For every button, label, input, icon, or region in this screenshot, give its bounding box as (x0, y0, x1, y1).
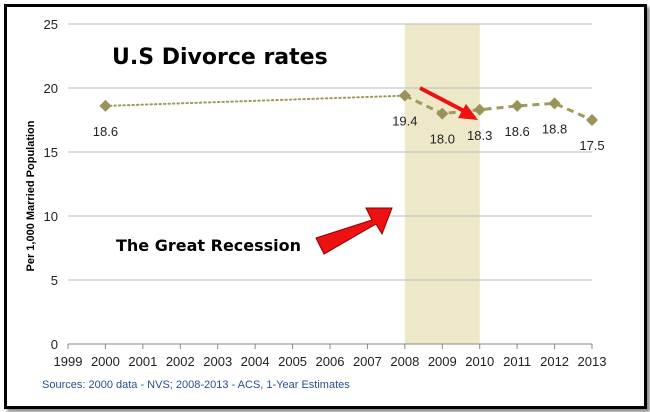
data-point-marker (99, 99, 112, 112)
x-tick-labels: 1999 2000 2001 2002 2003 2004 2005 2006 2007 2008… (54, 354, 607, 369)
series-lines (104, 94, 593, 122)
data-point-marker (548, 97, 561, 110)
series-line (104, 94, 406, 107)
data-point-marker (436, 107, 449, 120)
x-tick-label: 2008 (390, 354, 419, 369)
x-tick-label: 2010 (465, 354, 494, 369)
y-tick-label: 20 (44, 81, 58, 96)
y-axis-label: Per 1,000 Married Population (25, 120, 37, 271)
decline-arrow-icon (419, 86, 478, 120)
x-tick-label: 2005 (278, 354, 307, 369)
recession-shaded-region (404, 24, 480, 344)
data-point-marker (473, 103, 486, 116)
x-tick-label: 2012 (540, 354, 569, 369)
data-point-marker (398, 89, 411, 102)
y-tick-label: 15 (44, 145, 58, 160)
chart-frame (4, 4, 647, 409)
chart-title: U.S Divorce rates (112, 45, 328, 70)
y-tick-label: 5 (51, 273, 58, 288)
x-tick-label: 2003 (203, 354, 232, 369)
gridlines (67, 23, 593, 349)
x-tick-label: 1999 (54, 354, 83, 369)
y-tick-labels: 0 5 10 15 20 25 (44, 17, 58, 352)
source-note: Sources: 2000 data - NVS; 2008-2013 - AC… (42, 379, 350, 391)
x-tick-label: 2013 (578, 354, 607, 369)
y-tick-label: 25 (44, 17, 58, 32)
x-tick-label: 2009 (428, 354, 457, 369)
x-tick-label: 2001 (128, 354, 157, 369)
data-label: 18.3 (467, 128, 492, 143)
x-tick-label: 2000 (91, 354, 120, 369)
series-line (404, 94, 593, 122)
data-labels: 18.6 19.4 18.0 18.3 18.6 18.8 17.5 (93, 114, 605, 153)
x-tick-label: 2007 (353, 354, 382, 369)
data-label: 17.5 (579, 138, 604, 153)
data-point-marker (586, 114, 598, 126)
recession-annotation: The Great Recession (116, 236, 301, 255)
y-tick-label: 0 (51, 337, 58, 352)
x-tick-label: 2004 (241, 354, 270, 369)
data-markers (99, 89, 598, 126)
data-label: 18.8 (542, 121, 567, 136)
x-tick-label: 2011 (503, 354, 531, 369)
data-label: 18.0 (430, 132, 455, 147)
data-label: 19.4 (392, 114, 417, 129)
x-tick-label: 2006 (316, 354, 345, 369)
data-point-marker (511, 99, 524, 112)
data-label: 18.6 (93, 124, 118, 139)
y-tick-label: 10 (44, 209, 58, 224)
data-label: 18.6 (504, 124, 529, 139)
x-tick-label: 2002 (166, 354, 195, 369)
big-red-arrow-icon (315, 207, 393, 255)
